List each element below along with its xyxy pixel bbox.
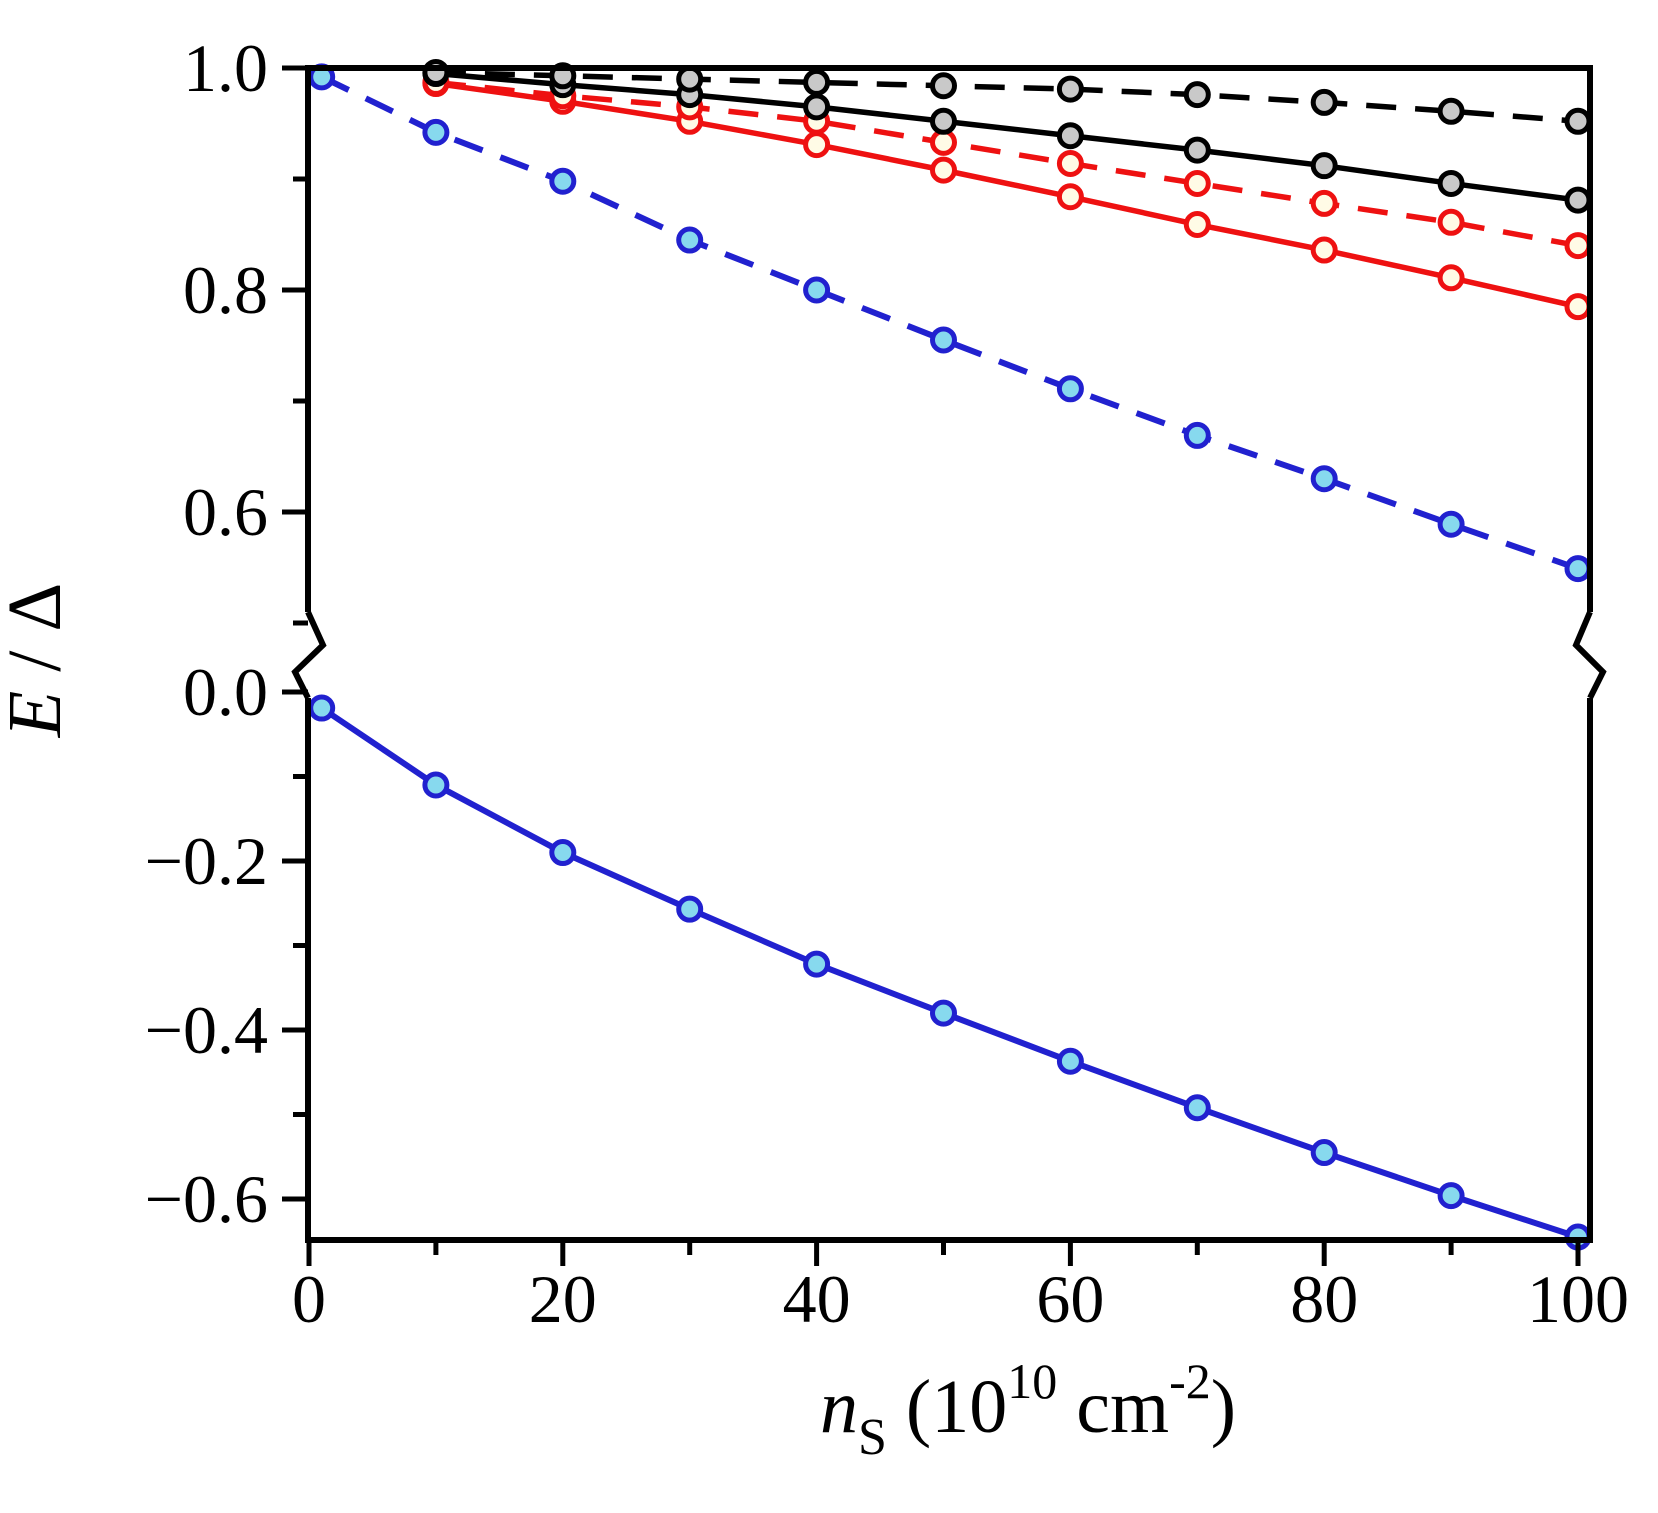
series-black-dashed-marker: [1183, 81, 1211, 109]
x-tick-label: 20: [529, 1261, 597, 1337]
x-tick-label: 40: [783, 1261, 851, 1337]
axis-break-zigzag-left: [291, 610, 327, 700]
y-tick-label: 1.0: [183, 30, 268, 106]
series-black-dashed-marker: [1564, 107, 1592, 135]
series-blue-dashed-marker: [1310, 465, 1338, 493]
x-axis-title: nS (1010 cm-2): [820, 1353, 1236, 1466]
series-black-dashed-marker: [1310, 88, 1338, 116]
series-black-solid-marker: [1564, 186, 1592, 214]
series-blue-dashed-marker: [422, 118, 450, 146]
series-red-solid-marker: [1183, 211, 1211, 239]
series-red-dashed-marker: [1564, 232, 1592, 260]
series-red-solid-marker: [1056, 183, 1084, 211]
x-tick-label: 80: [1290, 1261, 1358, 1337]
series-black-solid-marker: [1183, 136, 1211, 164]
series-blue-solid-marker: [930, 999, 957, 1027]
y-tick-label: −0.4: [145, 992, 268, 1068]
x-tick-label: 100: [1527, 1261, 1629, 1337]
series-blue-dashed-marker: [549, 167, 577, 195]
series-black-solid-marker: [1437, 169, 1465, 197]
series-blue-solid-marker: [308, 694, 336, 722]
series-blue-dashed-line: [320, 74, 1579, 572]
y-tick-label: 0.0: [183, 654, 268, 730]
series-black-solid-marker: [1310, 152, 1338, 180]
series-blue-dashed-marker: [1183, 421, 1211, 449]
series-black-dashed-marker: [930, 72, 957, 100]
series-black-solid-marker: [803, 93, 831, 121]
y-tick-label: 0.8: [183, 252, 268, 328]
series-black-dashed-marker: [1437, 97, 1465, 125]
series-black-solid-marker: [1056, 122, 1084, 150]
series-black-dashed-line: [435, 69, 1579, 125]
series-blue-solid-marker: [1183, 1094, 1211, 1122]
series-black-solid-marker: [930, 107, 957, 135]
series-blue-dashed-marker: [1437, 510, 1465, 538]
series-red-solid-marker: [1564, 293, 1592, 321]
series-blue-solid-marker: [549, 839, 577, 867]
x-tick-label: 0: [292, 1261, 326, 1337]
series-red-solid-marker: [1437, 264, 1465, 292]
series-red-solid-marker: [930, 156, 957, 184]
series-black-dashed-marker: [1056, 75, 1084, 103]
series-black-dashed-marker: [422, 58, 450, 86]
series-blue-dashed-marker: [676, 226, 704, 254]
series-blue-solid-marker: [1056, 1047, 1084, 1075]
y-tick-label: −0.2: [145, 823, 268, 899]
series-blue-solid-marker: [803, 950, 831, 978]
series-blue-solid-marker: [1437, 1182, 1465, 1210]
series-blue-dashed-marker: [803, 276, 831, 304]
series-red-dashed-marker: [1056, 149, 1084, 177]
series-red-solid-marker: [1310, 236, 1338, 264]
series-blue-solid-marker: [676, 895, 704, 923]
y-axis-title: E / Δ: [0, 583, 77, 738]
x-tick-label: 60: [1036, 1261, 1104, 1337]
series-red-solid-marker: [803, 131, 831, 159]
series-red-dashed-marker: [1310, 189, 1338, 217]
y-tick-label: 0.6: [183, 474, 268, 550]
series-blue-dashed-marker: [930, 326, 957, 354]
series-red-solid-line: [435, 80, 1579, 310]
axis-break-gap-left: [303, 612, 313, 698]
series-blue-dashed-marker: [1056, 375, 1084, 403]
series-black-dashed-marker: [803, 68, 831, 96]
y-tick-label: −0.6: [145, 1161, 268, 1237]
series-blue-solid-marker: [1310, 1139, 1338, 1167]
series-blue-solid-marker: [422, 771, 450, 799]
axis-break-zigzag-right: [1572, 610, 1607, 700]
series-red-dashed-marker: [1437, 208, 1465, 236]
series-red-dashed-marker: [1183, 169, 1211, 197]
series-blue-dashed-marker: [1564, 555, 1592, 583]
series-black-dashed-marker: [676, 65, 704, 93]
series-black-solid-line: [435, 70, 1579, 203]
